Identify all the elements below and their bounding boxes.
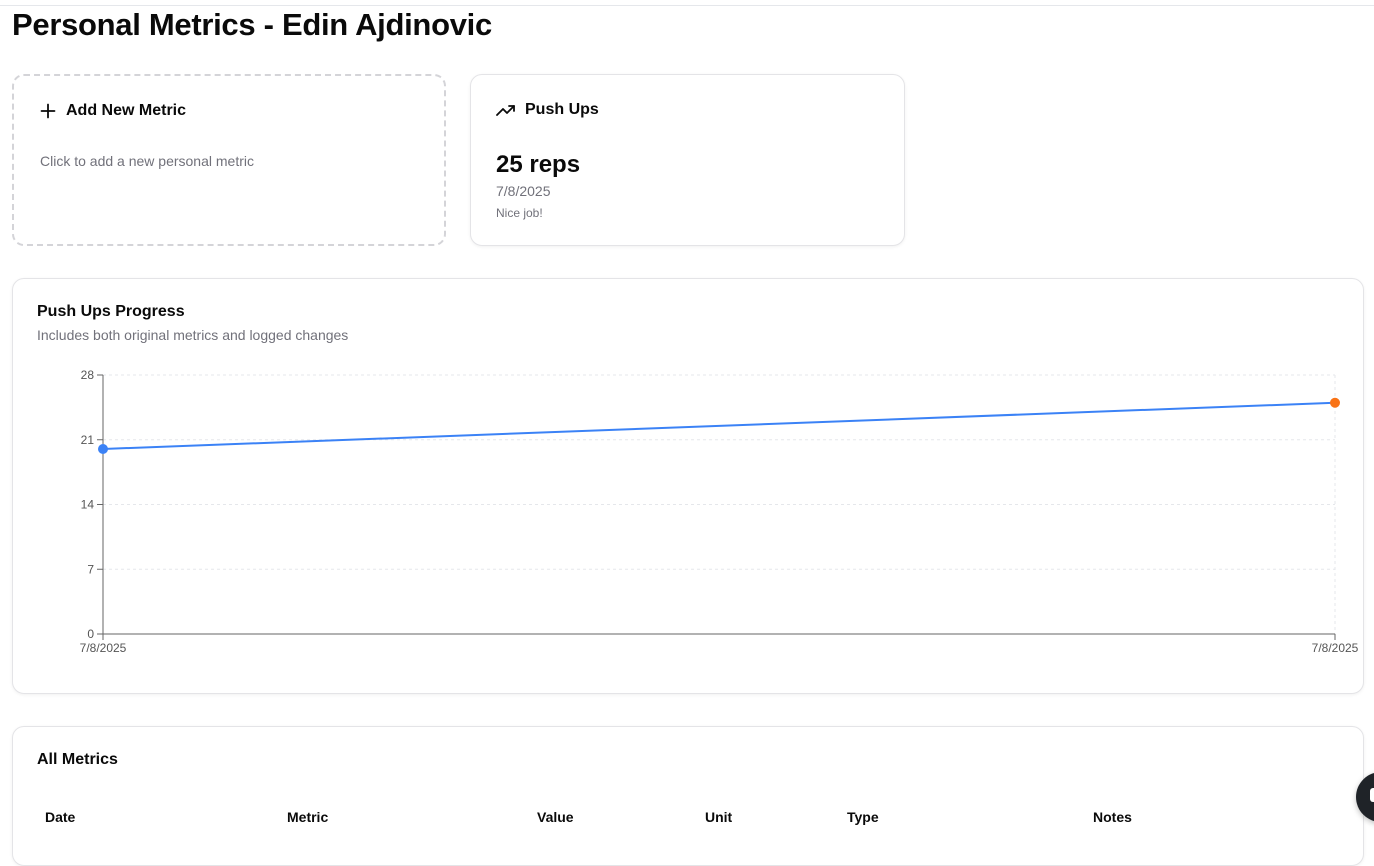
column-header-unit[interactable]: Unit — [705, 809, 733, 825]
chart-title: Push Ups Progress — [37, 303, 185, 320]
data-point — [1330, 397, 1340, 408]
y-tick-label: 0 — [87, 627, 94, 641]
y-tick-label: 7 — [87, 562, 94, 576]
add-metric-subtitle: Click to add a new personal metric — [40, 153, 254, 169]
metric-card-title: Push Ups — [525, 101, 599, 118]
all-metrics-card: All Metrics Date Metric Value Unit Type … — [12, 726, 1364, 866]
data-point — [98, 444, 108, 454]
trending-up-icon — [496, 103, 516, 117]
add-metric-card[interactable]: Add New Metric Click to add a new person… — [12, 74, 446, 246]
y-tick-label: 21 — [81, 433, 95, 447]
series-line — [102, 401, 1336, 450]
y-tick-label: 28 — [81, 368, 95, 382]
column-header-date[interactable]: Date — [45, 809, 76, 825]
y-tick-label: 14 — [81, 498, 95, 512]
column-header-metric[interactable]: Metric — [287, 809, 329, 825]
page-title: Personal Metrics - Edin Ajdinovic — [12, 7, 492, 42]
column-header-notes[interactable]: Notes — [1093, 809, 1132, 825]
x-tick-label: 7/8/2025 — [1312, 641, 1359, 655]
metric-card-push-ups[interactable]: Push Ups 25 reps 7/8/2025 Nice job! — [470, 74, 905, 246]
metric-card-date: 7/8/2025 — [496, 183, 551, 199]
column-header-value[interactable]: Value — [537, 809, 574, 825]
progress-chart-card: Push Ups Progress Includes both original… — [12, 278, 1364, 694]
x-tick-label: 7/8/2025 — [80, 641, 127, 655]
metric-card-note: Nice job! — [496, 206, 543, 220]
metric-card-value: 25 reps — [496, 151, 581, 178]
metric-card-header: Push Ups — [496, 101, 599, 119]
chat-launcher-button[interactable] — [1356, 772, 1374, 822]
progress-line-chart: 0 7 14 21 28 7/8/2025 7/8/2025 — [80, 368, 1359, 655]
column-header-type[interactable]: Type — [847, 809, 879, 825]
top-divider — [0, 5, 1374, 6]
add-metric-header: Add New Metric — [40, 102, 186, 120]
plus-icon — [40, 103, 56, 119]
chat-icon — [1370, 788, 1374, 802]
add-metric-title: Add New Metric — [66, 102, 187, 119]
all-metrics-title: All Metrics — [37, 751, 118, 768]
chart-subtitle: Includes both original metrics and logge… — [37, 327, 349, 343]
